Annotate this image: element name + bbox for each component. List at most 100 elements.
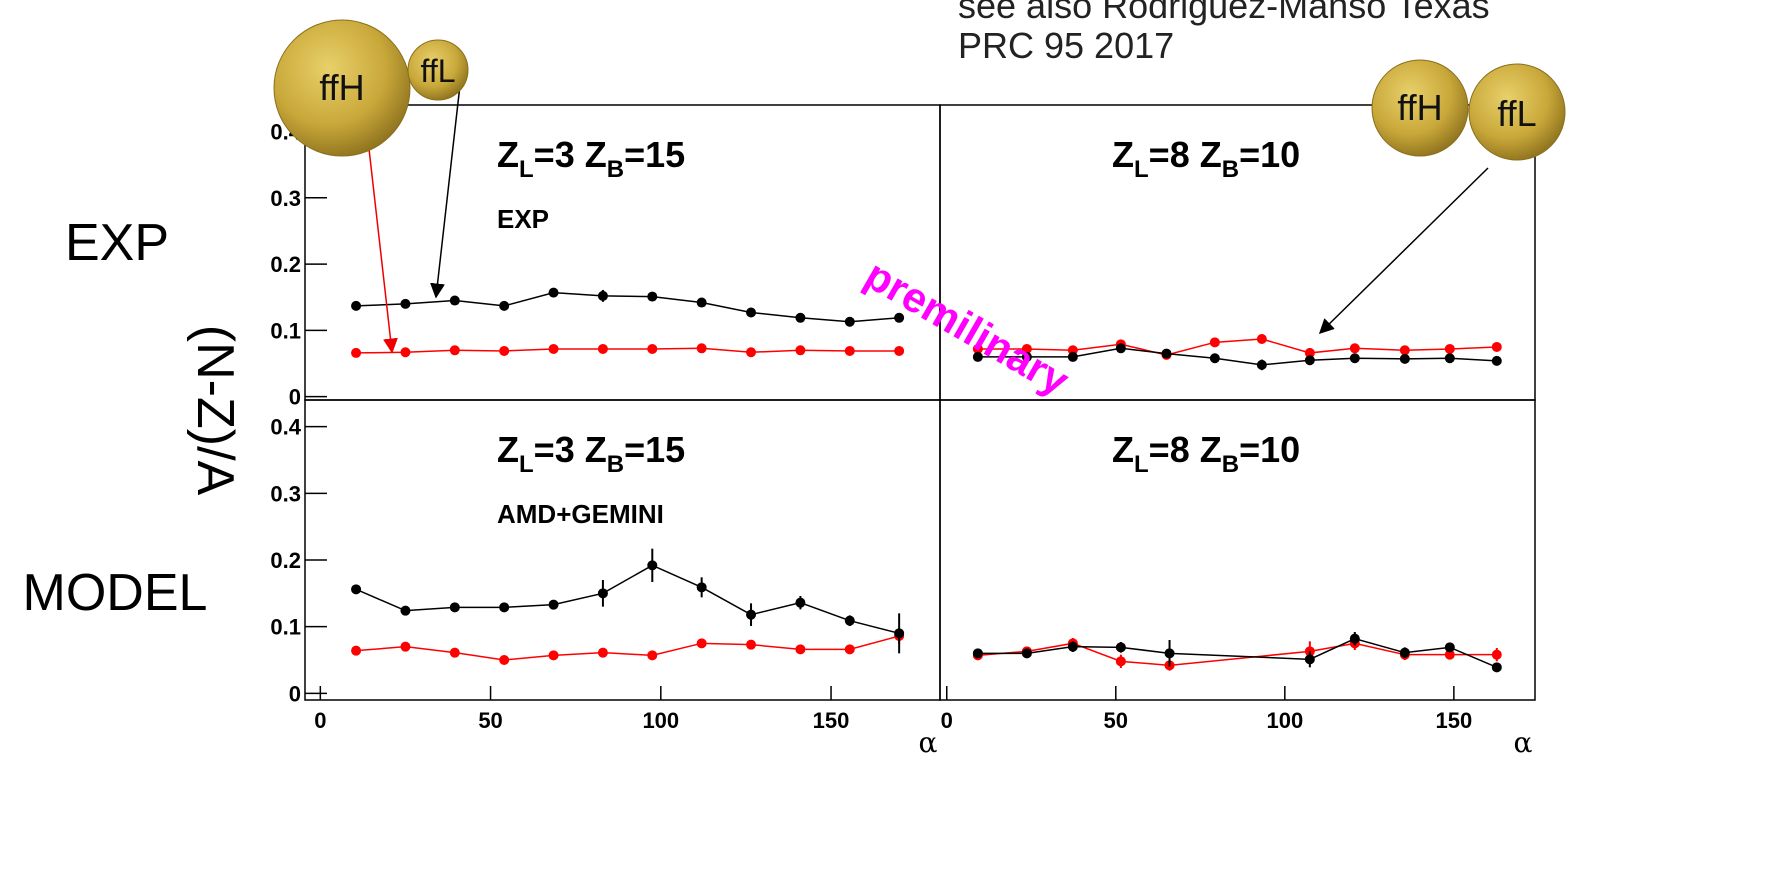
data-point [1349, 343, 1360, 354]
data-point [647, 343, 658, 354]
data-point [449, 345, 460, 356]
series-line [356, 291, 900, 323]
data-point [1067, 351, 1078, 362]
data-point [597, 343, 608, 354]
bubble-label: ffL [421, 53, 456, 89]
data-point [1256, 334, 1267, 345]
data-point [351, 584, 362, 595]
note-line: see also Rodriguez-Manso Texas [958, 0, 1490, 26]
data-point [1444, 642, 1455, 653]
panel-label-part: =10 [1239, 429, 1300, 470]
data-point [499, 602, 510, 613]
panel-label-part: B [1222, 451, 1239, 478]
panel-subtitle: AMD+GEMINI [497, 499, 664, 529]
data-point [400, 298, 411, 309]
data-point [894, 628, 905, 639]
data-point [1399, 647, 1410, 658]
panel-frame [304, 399, 941, 701]
data-point [844, 345, 855, 356]
data-point [972, 351, 983, 362]
data-point [597, 647, 608, 658]
data-point [1115, 343, 1126, 354]
arrow [1318, 167, 1489, 335]
y-tick-label: 0.1 [270, 615, 301, 640]
data-point [647, 291, 658, 302]
panel-label-part: Z [1112, 429, 1134, 470]
panel-label-part: =15 [624, 429, 685, 470]
data-point [351, 300, 362, 311]
data-point [1444, 649, 1455, 660]
data-point [1444, 343, 1455, 354]
data-point [548, 343, 559, 354]
data-point [1491, 649, 1502, 660]
data-point [1491, 341, 1502, 352]
series-line [355, 564, 900, 635]
series-line [356, 347, 900, 354]
data-point [548, 287, 559, 298]
series-line [977, 637, 1498, 669]
data-point [449, 295, 460, 306]
data-point [795, 312, 806, 323]
y-tick-label: 0.1 [270, 318, 301, 343]
data-point [1161, 348, 1172, 359]
data-point [894, 345, 905, 356]
row-label: MODEL [23, 564, 208, 622]
y-axis-label: (N-Z)/A [186, 325, 244, 496]
data-point [449, 647, 460, 658]
x-tick-label: 50 [478, 708, 502, 733]
data-point [746, 639, 757, 650]
data-point [1304, 347, 1315, 358]
data-point [1021, 343, 1032, 354]
data-point [972, 343, 983, 354]
x-tick-label: 100 [642, 708, 679, 733]
bubble [1371, 59, 1469, 157]
y-tick-label: 0.3 [270, 186, 301, 211]
series-line [977, 642, 1497, 667]
panel-label-part: L [519, 451, 534, 478]
data-point [1349, 353, 1360, 364]
panel: ZL=8 ZB=10 [939, 104, 1536, 401]
bubble-label: ffH [1397, 87, 1442, 128]
panel-label: ZL=8 ZB=10 [1112, 134, 1300, 183]
arrow [430, 84, 461, 299]
panel-label-part: L [1134, 156, 1149, 183]
data-point [795, 597, 806, 608]
panel-label-part: Z [1112, 134, 1134, 175]
y-tick-label: 0 [289, 681, 301, 706]
data-point [400, 641, 411, 652]
bubble [1468, 63, 1566, 161]
data-point [1115, 656, 1126, 667]
data-point [647, 560, 658, 571]
panel-label: ZL=3 ZB=15 [497, 134, 685, 183]
data-point [1021, 351, 1032, 362]
panel-frame [304, 104, 941, 401]
data-point [1491, 355, 1502, 366]
data-point [696, 582, 707, 593]
data-point [400, 605, 411, 616]
data-point [597, 290, 608, 301]
panel-label-part: =10 [1239, 134, 1300, 175]
bubble [407, 39, 469, 101]
x-axis-label: α [919, 726, 938, 759]
x-tick-label: 0 [314, 708, 326, 733]
y-tick-label: 0.3 [270, 481, 301, 506]
panel-label-part: Z [497, 429, 519, 470]
panel-label-part: =15 [624, 134, 685, 175]
x-tick-label: 50 [1104, 708, 1128, 733]
data-point [449, 602, 460, 613]
panel-label-part: =3 Z [534, 429, 607, 470]
data-point [351, 645, 362, 656]
x-tick-label: 0 [941, 708, 953, 733]
data-point [746, 609, 757, 620]
bubble-label: ffL [1497, 93, 1536, 134]
y-tick-label: 0.4 [270, 415, 301, 440]
data-point [746, 347, 757, 358]
panel-label-part: B [607, 451, 624, 478]
data-point [1067, 641, 1078, 652]
y-tick-label: 0.2 [270, 548, 301, 573]
data-point [1256, 359, 1267, 370]
panel-label-part: =3 Z [534, 134, 607, 175]
